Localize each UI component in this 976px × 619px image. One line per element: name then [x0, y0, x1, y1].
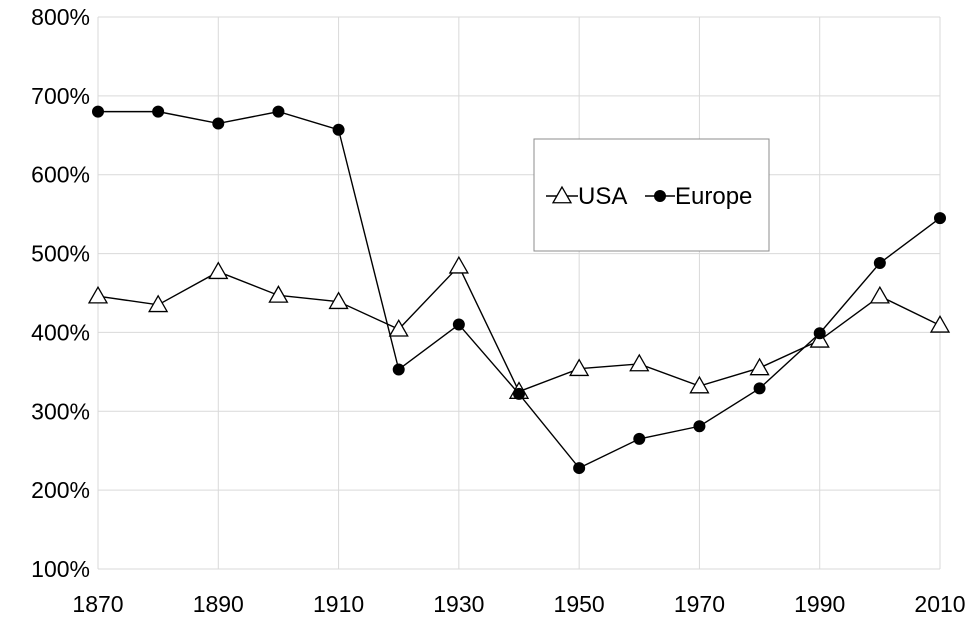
y-tick-label: 200% — [31, 477, 90, 503]
legend-marker-usa — [551, 185, 573, 204]
data-point-europe — [392, 363, 405, 376]
y-tick-label: 800% — [31, 4, 90, 30]
data-point-europe — [513, 387, 525, 400]
x-tick-label: 1970 — [674, 591, 725, 617]
x-tick-label: 1930 — [433, 591, 484, 617]
data-point-usa — [929, 315, 951, 333]
data-point-usa — [749, 357, 770, 376]
series-line-europe — [98, 110, 941, 469]
data-point-europe — [92, 105, 104, 118]
data-point-europe — [573, 462, 586, 475]
y-tick-label: 300% — [31, 398, 90, 424]
x-tick-label: 1950 — [554, 591, 605, 617]
data-point-europe — [152, 105, 165, 118]
axes: 100% 200% 300% 400% 500% 600% 700% 800% 1870 1890… — [31, 4, 965, 617]
data-point-europe — [934, 212, 946, 225]
data-point-europe — [332, 123, 345, 136]
data-point-usa — [689, 375, 710, 394]
legend: USA Europe — [533, 138, 770, 252]
data-point-europe — [873, 257, 886, 270]
data-point-usa — [388, 318, 409, 337]
data-point-europe — [693, 420, 706, 433]
data-point-usa — [869, 285, 890, 304]
data-point-usa — [268, 285, 289, 303]
legend-box — [533, 138, 770, 252]
data-point-usa — [569, 358, 590, 377]
legend-marker-europe — [654, 190, 666, 202]
data-point-europe — [633, 432, 646, 445]
data-point-europe — [753, 382, 766, 395]
series-group — [87, 105, 951, 475]
legend-label-europe: Europe — [675, 183, 752, 210]
data-point-usa — [87, 285, 109, 304]
data-point-europe — [452, 318, 465, 331]
x-tick-label: 1890 — [193, 591, 244, 617]
y-tick-label: 600% — [31, 162, 90, 188]
x-tick-label: 2010 — [914, 591, 965, 617]
data-point-europe — [212, 117, 225, 130]
y-tick-label: 100% — [31, 556, 90, 582]
y-tick-label: 700% — [31, 83, 90, 109]
data-point-usa — [448, 255, 469, 274]
x-tick-label: 1870 — [72, 591, 123, 617]
x-tick-label: 1910 — [313, 591, 364, 617]
data-point-usa — [629, 353, 650, 372]
x-tick-label: 1990 — [794, 591, 845, 617]
data-point-usa — [148, 294, 169, 313]
legend-label-usa: USA — [578, 183, 627, 210]
data-point-europe — [272, 105, 285, 118]
series-line-usa — [97, 264, 941, 393]
data-point-usa — [208, 261, 229, 280]
y-tick-label: 400% — [31, 319, 90, 345]
y-tick-label: 500% — [31, 241, 90, 267]
gridlines — [97, 16, 941, 570]
data-point-usa — [328, 291, 349, 310]
data-point-europe — [813, 327, 826, 340]
